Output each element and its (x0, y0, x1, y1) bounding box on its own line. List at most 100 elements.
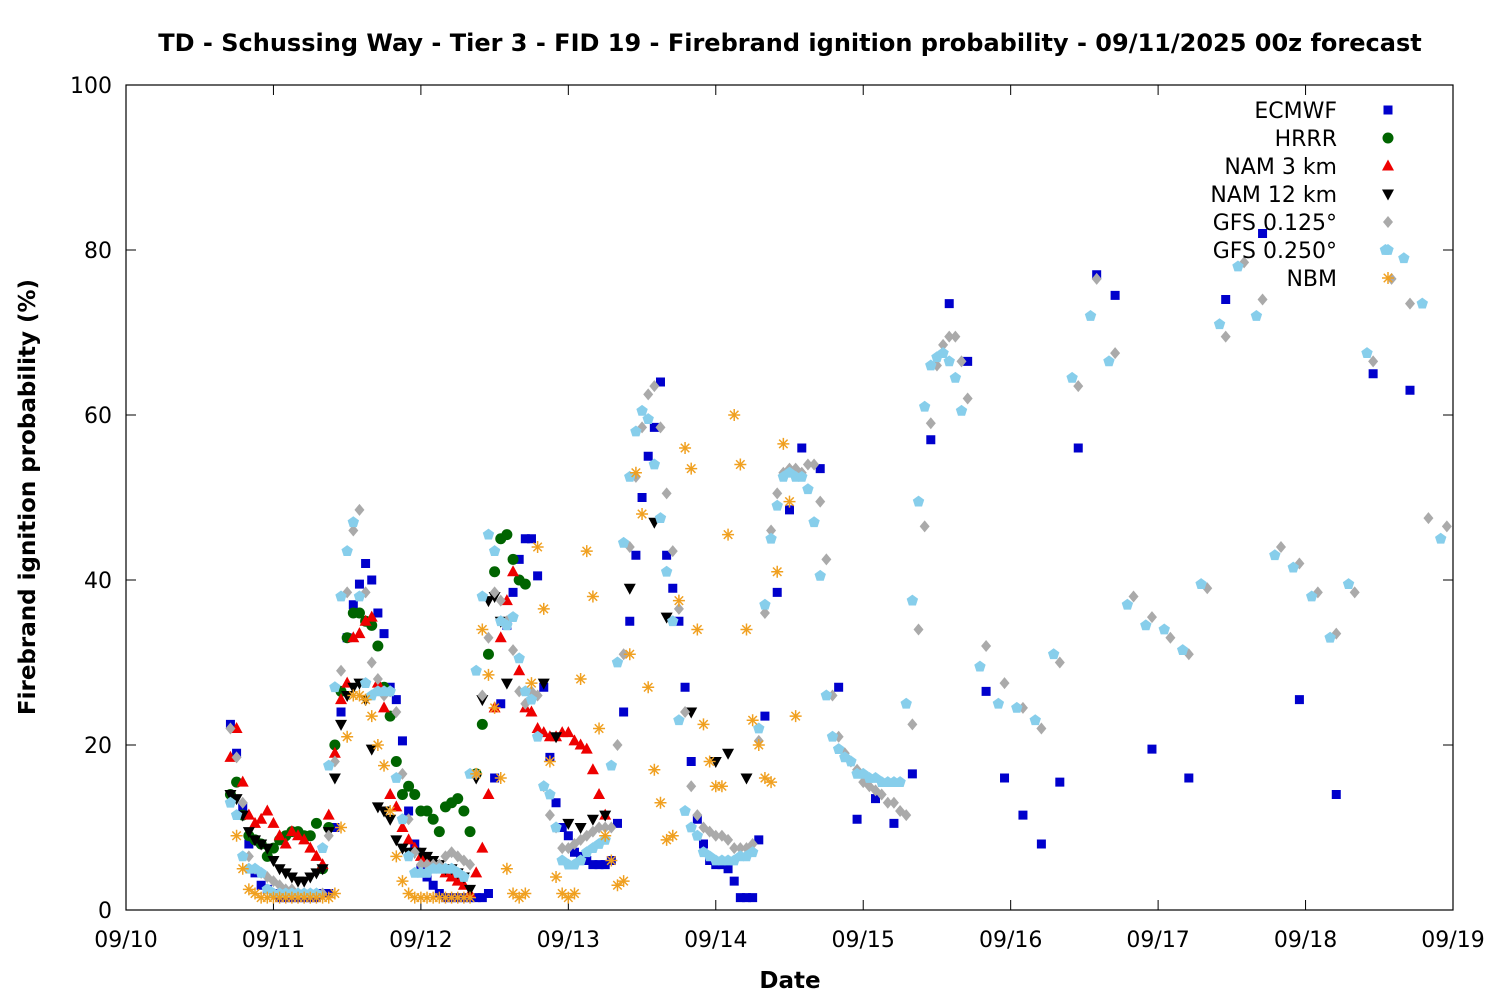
data-point-gfs-0-250 (458, 871, 470, 882)
data-point-ecmwf (1018, 810, 1028, 820)
data-point-nbm (353, 689, 366, 702)
data-point-gfs-0-125 (366, 656, 377, 669)
star-stroke (465, 892, 475, 903)
data-point-ecmwf (729, 876, 739, 886)
data-point-gfs-0-250 (605, 759, 618, 771)
data-point-nbm (322, 891, 335, 904)
star-stroke (692, 624, 703, 635)
star-stroke (237, 863, 248, 874)
data-point-gfs-0-125 (354, 503, 365, 516)
data-point-nbm (666, 829, 679, 842)
data-point-nam-12-km (328, 773, 341, 785)
data-point-nbm (513, 891, 526, 904)
data-point-nam-3-km (451, 874, 464, 886)
data-point-nam-12-km (500, 678, 513, 690)
data-point-ecmwf (619, 707, 629, 717)
data-point-gfs-0-250 (1435, 532, 1447, 544)
data-point-nam-12-km (599, 810, 612, 822)
data-point-gfs-0-250 (1047, 648, 1060, 660)
data-point-nam-3-km (328, 746, 341, 758)
data-point-nam-12-km (390, 835, 403, 847)
data-point-ecmwf (391, 695, 401, 705)
data-point-gfs-0-125 (981, 640, 992, 652)
y-tick-label: 60 (84, 404, 112, 429)
data-point-gfs-0-250 (1121, 598, 1134, 610)
star-stroke (704, 756, 715, 767)
data-point-nbm (617, 875, 630, 888)
data-point-ecmwf (1110, 290, 1120, 300)
data-point-gfs-0-250 (396, 813, 409, 825)
data-point-gfs-0-125 (391, 706, 402, 718)
star-stroke (1383, 273, 1393, 283)
data-point-gfs-0-250 (531, 730, 544, 742)
data-point-ecmwf (379, 629, 389, 639)
data-point-nam-12-km (347, 682, 360, 694)
data-point-gfs-0-250 (808, 516, 820, 528)
data-point-nam-12-km (267, 856, 280, 867)
data-point-ecmwf (514, 554, 524, 564)
data-point-ecmwf (815, 464, 825, 474)
data-point-gfs-0-125 (477, 689, 488, 702)
data-point-ecmwf (981, 686, 991, 696)
data-point-hrrr (458, 805, 470, 817)
x-tick-label: 09/10 (94, 928, 157, 953)
data-point-nbm (341, 730, 354, 743)
data-point-gfs-0-125 (692, 809, 703, 822)
data-point-gfs-0-250 (679, 805, 691, 816)
data-point-hrrr (310, 817, 322, 829)
data-point-ecmwf (477, 893, 487, 903)
data-point-nam-12-km (378, 806, 391, 818)
data-point-nam-3-km (396, 821, 409, 832)
star-stroke (379, 760, 389, 771)
data-point-nam-12-km (396, 843, 409, 855)
data-point-ecmwf (336, 707, 346, 717)
data-point-gfs-0-125 (747, 838, 758, 850)
star-stroke (502, 863, 512, 874)
data-point-gfs-0-250 (519, 685, 532, 697)
data-point-gfs-0-250 (759, 598, 771, 610)
data-point-nam-3-km (273, 829, 286, 841)
star-stroke (784, 496, 795, 507)
data-point-nam-3-km (586, 763, 599, 775)
y-axis: 0 20 40 60 80 100 (70, 74, 1453, 924)
data-point-gfs-0-250 (482, 528, 495, 540)
data-point-nam-12-km (550, 732, 563, 744)
star-stroke (532, 542, 543, 552)
data-point-gfs-0-250 (1011, 701, 1023, 713)
data-point-gfs-0-250 (538, 780, 550, 792)
data-point-gfs-0-250 (507, 611, 519, 622)
data-point-nam-3-km (574, 738, 587, 750)
star-stroke (735, 459, 746, 470)
data-point-hrrr (482, 648, 494, 660)
data-point-gfs-0-125 (1349, 586, 1360, 599)
data-point-gfs-0-125 (225, 722, 236, 735)
data-point-nam-12-km (722, 748, 735, 760)
data-point-nbm (580, 545, 593, 558)
x-tick-label: 09/17 (1126, 928, 1189, 953)
data-point-gfs-0-125 (1128, 590, 1139, 603)
data-point-nam-3-km (470, 866, 483, 878)
data-point-nam-3-km (249, 816, 262, 828)
data-point-gfs-0-250 (624, 470, 636, 482)
data-point-ecmwf (1000, 773, 1010, 783)
data-point-ecmwf (582, 856, 592, 865)
data-point-gfs-0-250 (802, 483, 814, 495)
data-point-gfs-0-125 (1036, 722, 1047, 735)
data-point-gfs-0-125 (495, 594, 506, 607)
data-point-gfs-0-250 (1158, 623, 1170, 635)
data-point-gfs-0-125 (348, 524, 359, 537)
data-point-gfs-0-250 (1213, 318, 1226, 330)
y-tick-label: 0 (98, 899, 112, 924)
star-stroke (741, 624, 752, 635)
data-point-hrrr (427, 813, 439, 825)
data-point-ecmwf (649, 422, 659, 432)
star-stroke (545, 756, 555, 767)
data-point-gfs-0-250 (900, 697, 912, 709)
data-point-gfs-0-250 (906, 594, 919, 606)
data-point-ecmwf (588, 860, 598, 870)
data-point-gfs-0-250 (1305, 590, 1318, 602)
data-point-gfs-0-125 (1423, 512, 1434, 525)
data-point-gfs-0-250 (654, 512, 667, 523)
data-point-nam-3-km (236, 775, 249, 787)
data-point-gfs-0-250 (1029, 714, 1041, 726)
